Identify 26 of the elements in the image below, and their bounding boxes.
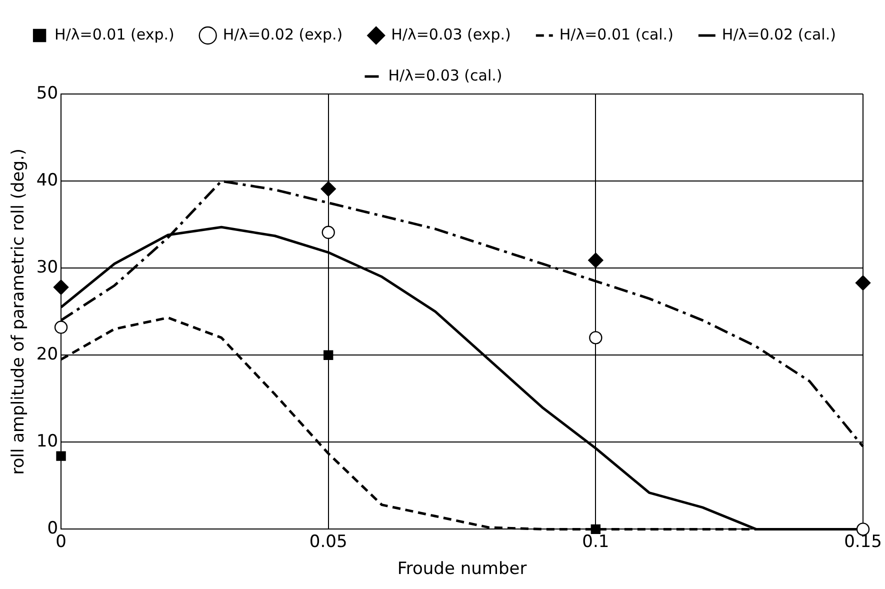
point [589, 331, 602, 344]
point [324, 350, 334, 360]
x-tick-label: 0.05 [309, 532, 348, 552]
x-tick-label: 0.1 [582, 532, 610, 552]
legend-label: H/λ=0.01 (cal.) [559, 25, 674, 44]
y-tick-label: 20 [36, 344, 58, 365]
y-axis-title: roll amplitude of parametric roll (deg.) [8, 148, 29, 475]
point [54, 320, 68, 334]
point [53, 280, 69, 295]
y-tick-label: 50 [36, 83, 58, 104]
legend-label: H/λ=0.02 (cal.) [722, 25, 836, 44]
x-axis-title: Froude number [397, 559, 527, 580]
point [855, 275, 871, 290]
legend-label: H/λ=0.03 (exp.) [391, 25, 511, 44]
point [588, 252, 604, 268]
y-tick-label: 40 [36, 170, 58, 190]
y-tick-label: 30 [36, 258, 58, 278]
point [590, 524, 601, 534]
legend-label: H/λ=0.03 (cal.) [388, 66, 502, 84]
legend-label: H/λ=0.02 (exp.) [222, 25, 343, 44]
point [322, 226, 335, 239]
point [320, 181, 336, 196]
y-tick-label: 10 [36, 432, 58, 452]
point [56, 451, 66, 461]
x-tick-label: 0.15 [844, 532, 882, 552]
legend-label: H/λ=0.01 (exp.) [54, 25, 174, 44]
